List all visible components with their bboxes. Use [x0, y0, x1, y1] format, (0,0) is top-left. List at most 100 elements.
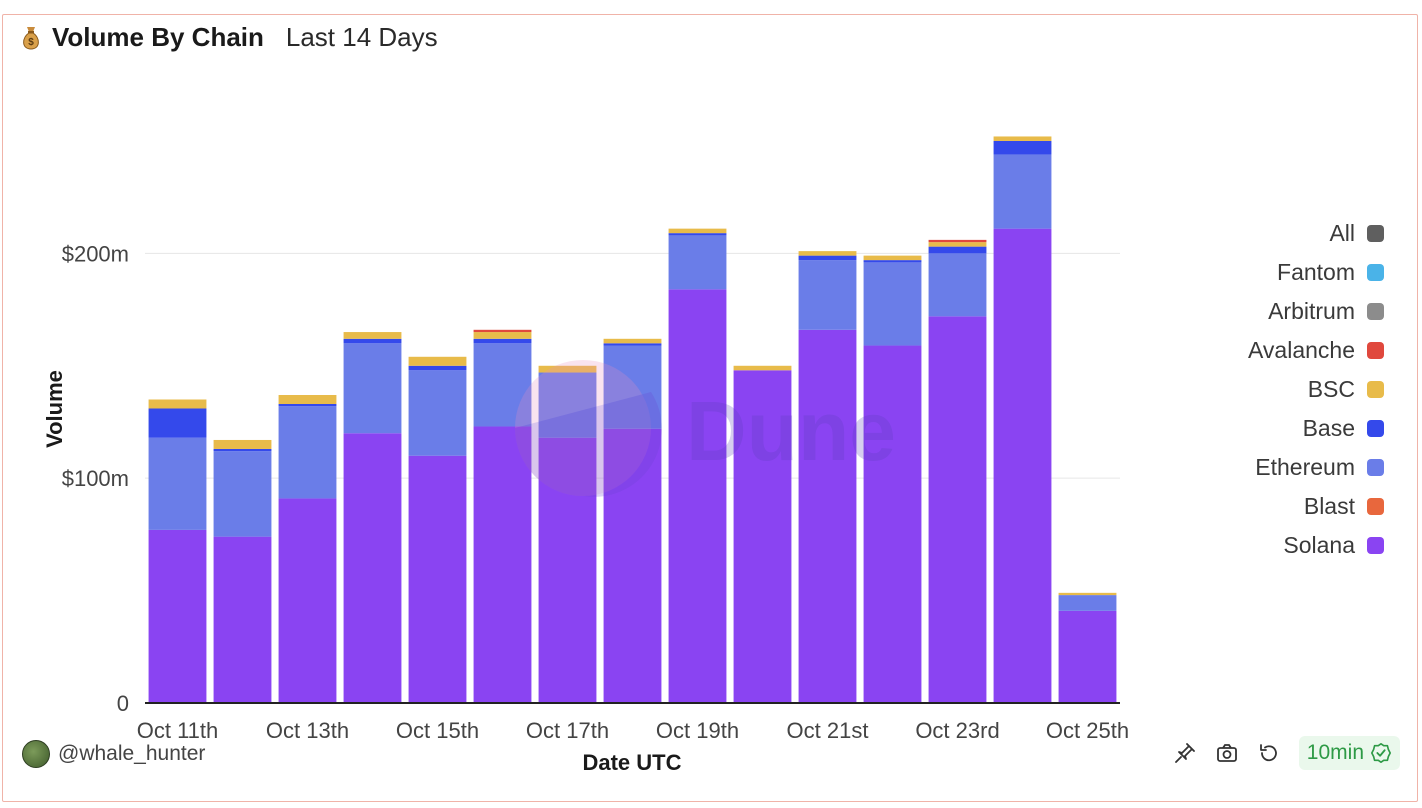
axis-labels: 0 $100m $200m Oct 11th Oct 13th Oct 15th Oct 1…	[42, 241, 1129, 775]
legend-item-base[interactable]: Base	[1248, 409, 1384, 448]
bar-segment-base[interactable]	[148, 408, 207, 438]
bar-segment-base[interactable]	[863, 260, 922, 263]
bar-segment-ethereum[interactable]	[278, 406, 337, 499]
bar-stack[interactable]	[993, 136, 1052, 703]
bar-segment-ethereum[interactable]	[538, 372, 597, 438]
bar-segment-base[interactable]	[213, 448, 272, 452]
bar-segment-bsc[interactable]	[473, 332, 532, 339]
bar-segment-ethereum[interactable]	[1058, 595, 1117, 611]
chart-legend: All Fantom Arbitrum Avalanche BSC Base Ethereu…	[1248, 214, 1384, 565]
bar-stack[interactable]	[408, 356, 467, 703]
legend-item-avalanche[interactable]: Avalanche	[1248, 331, 1384, 370]
bar-stack[interactable]	[863, 255, 922, 703]
bar-segment-bsc[interactable]	[408, 356, 467, 366]
legend-item-all[interactable]: All	[1248, 214, 1384, 253]
bar-segment-bsc[interactable]	[343, 332, 402, 339]
bar-segment-bsc[interactable]	[928, 242, 987, 247]
bar-segment-bsc[interactable]	[278, 395, 337, 404]
bar-segment-solana[interactable]	[148, 529, 207, 703]
undo-icon[interactable]	[1257, 741, 1281, 765]
legend-item-ethereum[interactable]: Ethereum	[1248, 448, 1384, 487]
bar-segment-solana[interactable]	[863, 345, 922, 703]
bar-segment-bsc[interactable]	[993, 136, 1052, 141]
legend-item-bsc[interactable]: BSC	[1248, 370, 1384, 409]
bar-stack[interactable]	[343, 332, 402, 703]
legend-item-arbitrum[interactable]: Arbitrum	[1248, 292, 1384, 331]
bar-segment-ethereum[interactable]	[213, 451, 272, 537]
bar-segment-base[interactable]	[343, 338, 402, 344]
legend-swatch	[1367, 498, 1384, 515]
bar-segment-solana[interactable]	[603, 428, 662, 703]
bar-segment-base[interactable]	[668, 233, 727, 236]
bar-segment-base[interactable]	[473, 338, 532, 344]
bar-stack[interactable]	[603, 338, 662, 703]
bar-segment-solana[interactable]	[213, 536, 272, 703]
bar-segment-bsc[interactable]	[733, 365, 792, 371]
bar-segment-solana[interactable]	[993, 228, 1052, 703]
check-circle-icon	[1371, 743, 1391, 763]
bar-segment-solana[interactable]	[798, 329, 857, 703]
bar-segment-ethereum[interactable]	[863, 262, 922, 346]
legend-item-solana[interactable]: Solana	[1248, 526, 1384, 565]
bar-segment-ethereum[interactable]	[993, 154, 1052, 229]
bar-segment-bsc[interactable]	[863, 255, 922, 261]
bar-segment-solana[interactable]	[408, 455, 467, 703]
bar-segment-ethereum[interactable]	[408, 370, 467, 456]
bar-segment-ethereum[interactable]	[343, 343, 402, 434]
bar-stack[interactable]	[1058, 592, 1117, 703]
bar-segment-solana[interactable]	[343, 433, 402, 703]
chart-header: $ Volume By Chain Last 14 Days	[20, 22, 438, 53]
bar-stack[interactable]	[213, 439, 272, 703]
bar-segment-solana[interactable]	[1058, 610, 1117, 703]
bar-segment-avalanche[interactable]	[473, 329, 532, 333]
bar-segment-base[interactable]	[798, 255, 857, 261]
bar-segment-base[interactable]	[928, 246, 987, 254]
bar-segment-solana[interactable]	[473, 426, 532, 703]
x-tick-label: Oct 13th	[266, 718, 349, 743]
bar-segment-bsc[interactable]	[213, 439, 272, 449]
bar-stack[interactable]	[733, 365, 792, 703]
legend-swatch	[1367, 537, 1384, 554]
legend-item-fantom[interactable]: Fantom	[1248, 253, 1384, 292]
legend-label: Blast	[1303, 493, 1355, 519]
bar-segment-base[interactable]	[408, 365, 467, 371]
bar-segment-bsc[interactable]	[538, 365, 597, 373]
legend-label: Arbitrum	[1268, 298, 1355, 324]
bar-segment-ethereum[interactable]	[668, 235, 727, 290]
refresh-interval-badge[interactable]: 10min	[1298, 736, 1400, 770]
bar-stack[interactable]	[278, 395, 337, 703]
bar-segment-base[interactable]	[603, 343, 662, 346]
camera-icon[interactable]	[1215, 741, 1239, 765]
bar-segment-ethereum[interactable]	[798, 260, 857, 330]
bar-segment-avalanche[interactable]	[928, 239, 987, 243]
pin-icon[interactable]	[1173, 741, 1197, 765]
bar-segment-ethereum[interactable]	[928, 253, 987, 317]
bar-stack[interactable]	[473, 329, 532, 703]
bar-segment-bsc[interactable]	[668, 228, 727, 234]
bar-segment-solana[interactable]	[278, 498, 337, 703]
author-link[interactable]: @whale_hunter	[22, 740, 205, 768]
bar-stack[interactable]	[668, 228, 727, 703]
bar-stack[interactable]	[798, 251, 857, 703]
bar-segment-base[interactable]	[278, 403, 337, 407]
bar-segment-bsc[interactable]	[798, 251, 857, 256]
bar-segment-ethereum[interactable]	[603, 345, 662, 429]
bar-segment-base[interactable]	[993, 140, 1052, 155]
bar-segment-ethereum[interactable]	[473, 343, 532, 427]
bar-segment-bsc[interactable]	[1058, 592, 1117, 596]
legend-item-blast[interactable]: Blast	[1248, 487, 1384, 526]
bar-segment-bsc[interactable]	[603, 338, 662, 344]
legend-label: Avalanche	[1248, 337, 1355, 363]
y-tick-label: $100m	[62, 466, 129, 491]
bar-segment-solana[interactable]	[928, 316, 987, 703]
legend-label: Ethereum	[1255, 454, 1355, 480]
bar-segment-solana[interactable]	[668, 289, 727, 703]
bar-segment-bsc[interactable]	[148, 399, 207, 409]
bar-segment-ethereum[interactable]	[148, 437, 207, 530]
chart-toolbar: 10min	[1173, 736, 1400, 770]
bar-stack[interactable]	[928, 239, 987, 703]
bar-segment-solana[interactable]	[538, 437, 597, 703]
bar-stack[interactable]	[538, 365, 597, 703]
bar-segment-solana[interactable]	[733, 370, 792, 703]
bar-stack[interactable]	[148, 399, 207, 704]
